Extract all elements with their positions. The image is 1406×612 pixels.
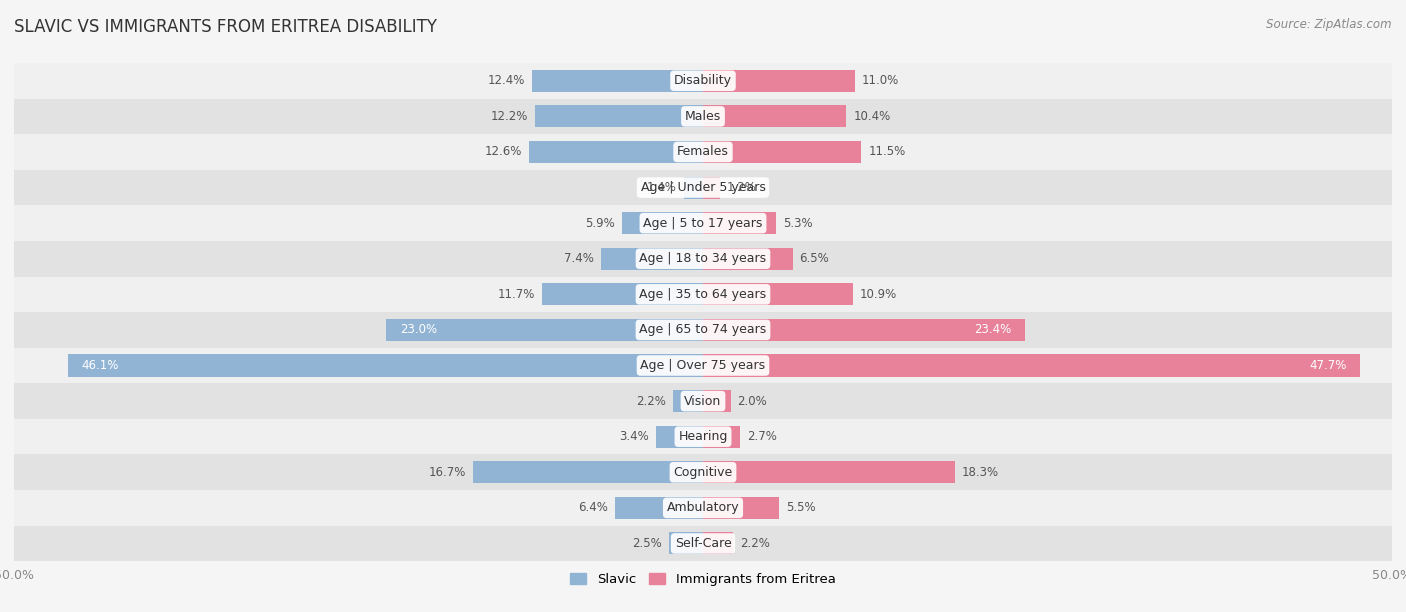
Bar	[703, 354, 1360, 376]
Bar	[683, 176, 703, 198]
Bar	[472, 461, 703, 483]
Bar	[14, 455, 1392, 490]
Text: 3.4%: 3.4%	[620, 430, 650, 443]
Bar	[703, 497, 779, 519]
Bar	[530, 141, 703, 163]
Text: 5.5%: 5.5%	[786, 501, 815, 514]
Bar	[14, 277, 1392, 312]
Text: 7.4%: 7.4%	[564, 252, 595, 265]
Bar	[14, 490, 1392, 526]
Bar	[531, 70, 703, 92]
Bar	[14, 348, 1392, 383]
Text: 23.0%: 23.0%	[399, 323, 437, 337]
Text: Age | 65 to 74 years: Age | 65 to 74 years	[640, 323, 766, 337]
Bar	[14, 134, 1392, 170]
Bar	[621, 212, 703, 234]
Text: Self-Care: Self-Care	[675, 537, 731, 550]
Text: 47.7%: 47.7%	[1309, 359, 1347, 372]
Text: Age | 35 to 64 years: Age | 35 to 64 years	[640, 288, 766, 301]
Bar	[703, 248, 793, 270]
Bar	[14, 419, 1392, 455]
Text: 23.4%: 23.4%	[974, 323, 1012, 337]
Text: 10.9%: 10.9%	[860, 288, 897, 301]
Text: Females: Females	[678, 146, 728, 159]
Bar	[600, 248, 703, 270]
Bar	[534, 105, 703, 127]
Text: 6.4%: 6.4%	[578, 501, 607, 514]
Text: 11.7%: 11.7%	[498, 288, 534, 301]
Bar	[614, 497, 703, 519]
Text: 16.7%: 16.7%	[429, 466, 465, 479]
Text: 2.2%: 2.2%	[636, 395, 666, 408]
Text: 1.4%: 1.4%	[647, 181, 676, 194]
Text: 11.5%: 11.5%	[869, 146, 905, 159]
Text: 1.2%: 1.2%	[727, 181, 756, 194]
Bar	[14, 241, 1392, 277]
Text: Disability: Disability	[673, 74, 733, 88]
Bar	[703, 70, 855, 92]
Text: 12.2%: 12.2%	[491, 110, 529, 123]
Text: 18.3%: 18.3%	[962, 466, 1000, 479]
Text: Cognitive: Cognitive	[673, 466, 733, 479]
Bar	[703, 461, 955, 483]
Bar	[14, 99, 1392, 134]
Bar	[14, 383, 1392, 419]
Bar	[703, 141, 862, 163]
Text: 12.4%: 12.4%	[488, 74, 526, 88]
Text: Age | Over 75 years: Age | Over 75 years	[641, 359, 765, 372]
Text: 5.9%: 5.9%	[585, 217, 614, 230]
Bar	[14, 170, 1392, 206]
Text: 5.3%: 5.3%	[783, 217, 813, 230]
Bar	[14, 206, 1392, 241]
Bar	[703, 212, 776, 234]
Bar	[669, 532, 703, 554]
Text: Ambulatory: Ambulatory	[666, 501, 740, 514]
Text: 10.4%: 10.4%	[853, 110, 890, 123]
Text: 2.0%: 2.0%	[738, 395, 768, 408]
Text: 2.2%: 2.2%	[740, 537, 770, 550]
Text: SLAVIC VS IMMIGRANTS FROM ERITREA DISABILITY: SLAVIC VS IMMIGRANTS FROM ERITREA DISABI…	[14, 18, 437, 36]
Text: 6.5%: 6.5%	[800, 252, 830, 265]
Text: 2.7%: 2.7%	[747, 430, 778, 443]
Text: 46.1%: 46.1%	[82, 359, 120, 372]
Text: Source: ZipAtlas.com: Source: ZipAtlas.com	[1267, 18, 1392, 31]
Bar	[703, 283, 853, 305]
Bar	[672, 390, 703, 412]
Bar	[703, 426, 740, 448]
Legend: Slavic, Immigrants from Eritrea: Slavic, Immigrants from Eritrea	[565, 568, 841, 592]
Text: 12.6%: 12.6%	[485, 146, 523, 159]
Text: Age | 18 to 34 years: Age | 18 to 34 years	[640, 252, 766, 265]
Bar	[67, 354, 703, 376]
Bar	[703, 319, 1025, 341]
Bar	[703, 532, 734, 554]
Text: Vision: Vision	[685, 395, 721, 408]
Bar	[541, 283, 703, 305]
Text: Males: Males	[685, 110, 721, 123]
Bar	[387, 319, 703, 341]
Text: Age | Under 5 years: Age | Under 5 years	[641, 181, 765, 194]
Bar	[703, 105, 846, 127]
Text: Age | 5 to 17 years: Age | 5 to 17 years	[644, 217, 762, 230]
Text: 11.0%: 11.0%	[862, 74, 898, 88]
Text: Hearing: Hearing	[678, 430, 728, 443]
Bar	[14, 63, 1392, 99]
Text: 2.5%: 2.5%	[631, 537, 662, 550]
Bar	[14, 526, 1392, 561]
Bar	[657, 426, 703, 448]
Bar	[14, 312, 1392, 348]
Bar	[703, 390, 731, 412]
Bar	[703, 176, 720, 198]
